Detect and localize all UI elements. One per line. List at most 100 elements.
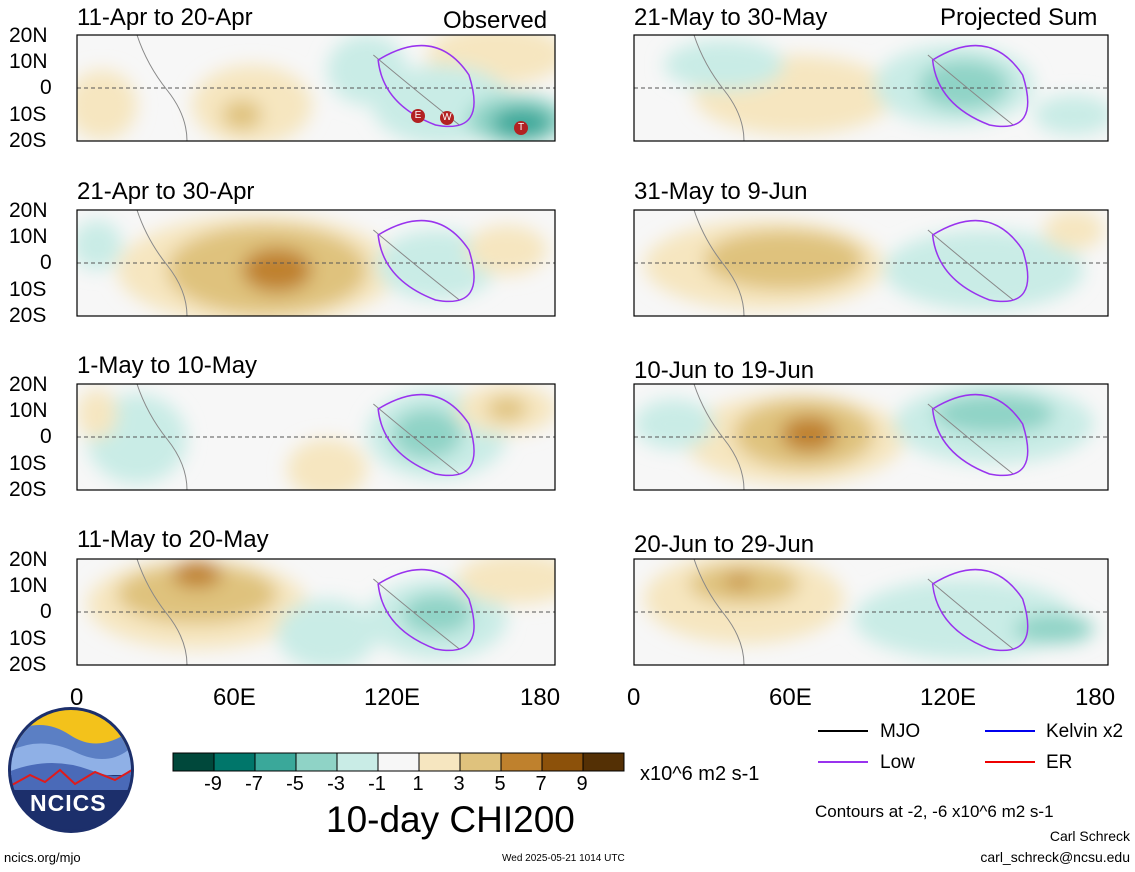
panel-frame <box>633 34 1109 142</box>
site-link[interactable]: ncics.org/mjo <box>4 850 81 865</box>
colorbar-swatch <box>172 752 215 772</box>
coastline <box>136 558 188 666</box>
lon-label: 0 <box>627 684 641 711</box>
colorbar-label: 5 <box>494 773 506 795</box>
lat-label: 20S <box>9 478 47 501</box>
low-contour <box>377 393 475 477</box>
legend-low-label: Low <box>880 752 915 773</box>
legend-er-label: ER <box>1046 752 1073 773</box>
lon-label: 180 <box>1075 684 1116 711</box>
coastline <box>927 229 1014 301</box>
lat-label: 10S <box>9 278 47 301</box>
author-email: carl_schreck@ncsu.edu <box>980 849 1130 865</box>
coastline <box>373 578 460 650</box>
coastline <box>927 578 1014 650</box>
map-panel-4 <box>76 383 556 491</box>
coastline <box>927 403 1014 475</box>
colorbar-label: 3 <box>453 773 465 795</box>
map-panel-7 <box>633 558 1109 666</box>
colorbar-label: -9 <box>204 773 222 795</box>
wave-marker-t: T <box>514 121 528 135</box>
colorbar-swatch <box>418 752 461 772</box>
lat-label: 0 <box>40 251 52 274</box>
lat-label: 20N <box>9 548 48 571</box>
logo-text: NCICS <box>30 790 107 816</box>
coastline <box>136 383 188 491</box>
map-panel-2 <box>76 209 556 317</box>
contour-note: Contours at -2, -6 x10^6 m2 s-1 <box>815 802 1054 821</box>
map-panel-0 <box>76 34 556 142</box>
coastline <box>693 558 745 666</box>
coastline <box>693 209 745 317</box>
lat-label: 10S <box>9 103 47 126</box>
low-contour <box>931 44 1029 128</box>
panel-frame <box>76 383 556 491</box>
panel-frame <box>76 34 556 142</box>
legend-kelvin-label: Kelvin x2 <box>1046 721 1124 742</box>
lat-label: 0 <box>40 600 52 623</box>
coastline <box>373 229 460 301</box>
wave-marker-e: E <box>411 109 425 123</box>
map-panel-3 <box>633 209 1109 317</box>
low-contour <box>377 219 475 303</box>
lon-label: 120E <box>920 684 977 711</box>
lat-label: 20N <box>9 24 48 47</box>
coastline <box>136 34 188 142</box>
coastline <box>693 34 745 142</box>
panel-frame <box>633 383 1109 491</box>
lat-label: 10N <box>9 399 48 422</box>
map-panel-6 <box>76 558 556 666</box>
timestamp: Wed 2025-05-21 1014 UTC <box>502 853 625 864</box>
coastline <box>373 403 460 475</box>
lat-label: 20N <box>9 199 48 222</box>
panel-1-title: 21-May to 30-May <box>634 4 828 31</box>
map-panel-1 <box>633 34 1109 142</box>
colorbar-swatch <box>541 752 584 772</box>
panel-5-title: 10-Jun to 19-Jun <box>634 357 815 384</box>
coastline <box>927 54 1014 126</box>
legend-mjo-label: MJO <box>880 721 921 742</box>
low-contour <box>377 44 475 128</box>
colorbar-swatch <box>213 752 256 772</box>
lon-label: 60E <box>769 684 812 711</box>
lon-label: 0 <box>70 684 84 711</box>
colorbar-label: -7 <box>245 773 263 795</box>
panel-0-title: 11-Apr to 20-Apr <box>77 4 253 31</box>
lat-label: 10N <box>9 225 48 248</box>
lat-label: 10S <box>9 452 47 475</box>
map-panel-5 <box>633 383 1109 491</box>
panel-2-title: 21-Apr to 30-Apr <box>77 178 255 205</box>
lat-label: 20N <box>9 373 48 396</box>
colorbar-units: x10^6 m2 s-1 <box>640 763 760 785</box>
panel-frame <box>76 209 556 317</box>
panel-1-tag: Projected Sum <box>940 4 1098 31</box>
colorbar-label: -3 <box>327 773 345 795</box>
low-contour <box>931 393 1029 477</box>
colorbar-label: -5 <box>286 773 304 795</box>
coastline <box>693 383 745 491</box>
legend-lines <box>818 730 1035 763</box>
chart-title: 10-day CHI200 <box>326 799 575 840</box>
low-contour <box>931 219 1029 303</box>
lon-label: 120E <box>364 684 421 711</box>
coastline <box>136 209 188 317</box>
colorbar-label: 1 <box>412 773 424 795</box>
panel-frame <box>633 558 1109 666</box>
panel-0-tag: Observed <box>443 7 548 34</box>
lat-label: 20S <box>9 653 47 676</box>
lat-label: 10N <box>9 574 48 597</box>
wave-marker-w: W <box>440 111 454 125</box>
lat-label: 10N <box>9 50 48 73</box>
panel-3-title: 31-May to 9-Jun <box>634 178 808 205</box>
colorbar-swatch <box>377 752 420 772</box>
colorbar-label: 7 <box>535 773 547 795</box>
low-contour <box>931 568 1029 652</box>
low-contour <box>377 568 475 652</box>
colorbar-swatch <box>295 752 338 772</box>
colorbar-label: 9 <box>576 773 588 795</box>
lat-label: 0 <box>40 76 52 99</box>
panel-6-title: 11-May to 20-May <box>77 526 269 553</box>
colorbar-swatch <box>582 752 625 772</box>
panel-frame <box>633 209 1109 317</box>
